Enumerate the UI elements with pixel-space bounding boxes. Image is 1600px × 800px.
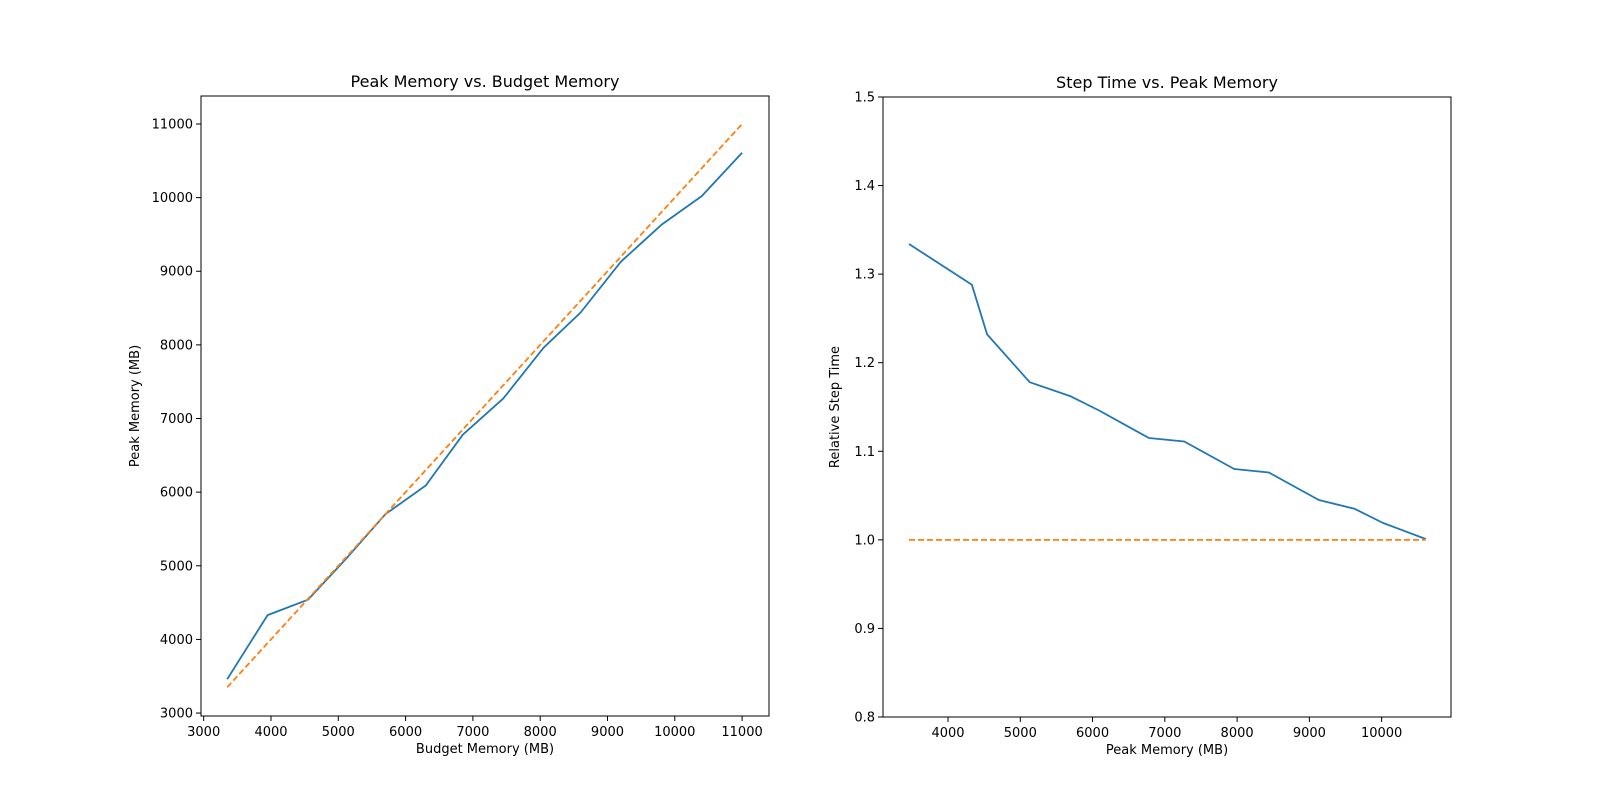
chart2-y-tick-label: 1.3 xyxy=(854,268,875,283)
chart2-y-tick-label: 0.9 xyxy=(854,622,875,637)
chart1-x-tick-label: 11000 xyxy=(721,725,762,740)
chart2-measured-line xyxy=(908,243,1427,540)
chart2-x-tick-label: 5000 xyxy=(1004,726,1037,741)
chart2-title: Step Time vs. Peak Memory xyxy=(1056,73,1278,92)
chart1-measured-line xyxy=(226,152,743,680)
chart1-x-tick-label: 4000 xyxy=(254,725,287,740)
chart2-y-tick-label: 1.1 xyxy=(854,445,875,460)
chart1-x-tick-label: 8000 xyxy=(524,725,557,740)
chart1-x-tick-label: 9000 xyxy=(591,725,624,740)
chart1-x-tick-label: 7000 xyxy=(456,725,489,740)
chart2-x-tick-label: 9000 xyxy=(1293,726,1326,741)
chart1-y-tick-label: 7000 xyxy=(160,412,193,427)
chart2-y-tick-label: 0.8 xyxy=(854,711,875,726)
chart2-x-tick-label: 8000 xyxy=(1221,726,1254,741)
chart2-x-tick-label: 7000 xyxy=(1148,726,1181,741)
chart1-y-tick-label: 10000 xyxy=(152,191,193,206)
chart2-y-tick-label: 1.4 xyxy=(854,179,875,194)
chart-peak-vs-budget: 3000 4000 5000 6000 7000 8000 9000 10000 11000 30… xyxy=(128,72,770,757)
chart2-y-tick-label: 1.0 xyxy=(854,533,875,548)
chart1-x-tick-label: 10000 xyxy=(654,725,695,740)
chart1-y-tick-label: 6000 xyxy=(160,486,193,501)
chart2-y-axis-label: Relative Step Time xyxy=(828,346,843,468)
chart2-x-tick-label: 10000 xyxy=(1361,726,1402,741)
chart1-title: Peak Memory vs. Budget Memory xyxy=(351,72,620,91)
chart2-y-tick-label: 1.2 xyxy=(854,356,875,371)
chart2-axes-frame xyxy=(882,96,1452,718)
chart1-y-tick-label: 4000 xyxy=(160,633,193,648)
chart1-y-tick-label: 5000 xyxy=(160,559,193,574)
chart1-x-axis-label: Budget Memory (MB) xyxy=(416,742,554,757)
chart2-y-tick-label: 1.5 xyxy=(854,91,875,106)
chart-step-time-vs-peak: 4000 5000 6000 7000 8000 9000 10000 0.8 0.9 1.0 1.… xyxy=(828,73,1452,758)
chart1-y-tick-label: 9000 xyxy=(160,265,193,280)
chart1-x-tick-label: 3000 xyxy=(187,725,220,740)
chart2-x-axis-label: Peak Memory (MB) xyxy=(1106,743,1228,758)
chart1-x-tick-label: 5000 xyxy=(322,725,355,740)
chart1-x-tick-label: 6000 xyxy=(389,725,422,740)
chart1-axes-frame xyxy=(200,95,770,717)
chart1-y-tick-label: 11000 xyxy=(152,117,193,132)
chart1-y-tick-label: 8000 xyxy=(160,338,193,353)
chart1-y-tick-label: 3000 xyxy=(160,707,193,722)
chart1-y-axis-label: Peak Memory (MB) xyxy=(128,345,143,467)
chart2-x-tick-label: 6000 xyxy=(1076,726,1109,741)
chart2-x-tick-label: 4000 xyxy=(931,726,964,741)
chart1-reference-line xyxy=(226,123,743,688)
